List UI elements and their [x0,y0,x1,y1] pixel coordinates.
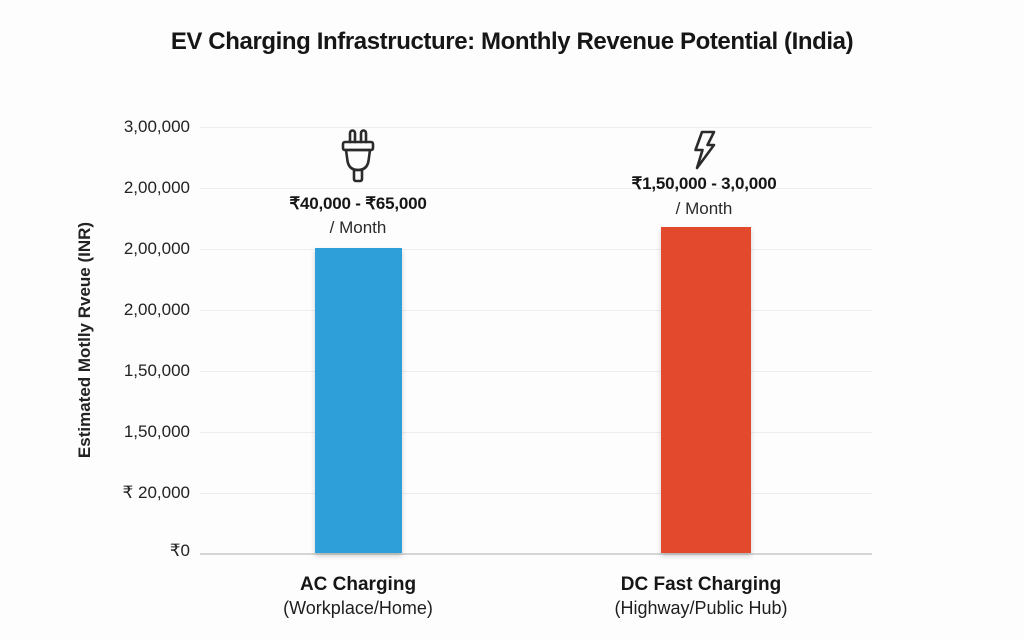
y-tick-label: 2,00,000 [123,178,190,197]
plug-icon [334,128,382,190]
gridline [200,249,872,250]
chart-title: EV Charging Infrastructure: Monthly Reve… [170,28,854,55]
gridline [200,371,872,372]
y-tick-label: ₹0 [169,541,190,560]
y-tick-label: 3,00,000 [123,117,190,136]
y-tick-label: 2,00,000 [123,300,190,319]
bar-value-label-ac: ₹40,000 - ₹65,000 [289,194,427,213]
category-sublabel-dc: (Highway/Public Hub) [614,598,788,618]
y-tick-label: ₹ 20,000 [122,483,190,502]
y-tick-label: 1,50,000 [123,422,190,441]
x-axis-baseline [200,553,872,555]
bar-period-label-dc: / Month [675,199,733,218]
y-tick-label: 1,50,000 [123,361,190,380]
bar-value-label-dc: ₹1,50,000 - 3,0,000 [631,174,777,193]
gridline [200,127,872,128]
gridline [200,493,872,494]
gridline [200,310,872,311]
gridline [200,432,872,433]
y-tick-label: 2,00,000 [123,239,190,258]
bar-ac-charging [315,248,402,553]
category-label-ac: AC Charging [299,574,417,595]
bar-dc-fast-charging [661,227,751,553]
category-label-dc: DC Fast Charging [620,574,782,595]
bar-period-label-ac: / Month [329,218,387,237]
bolt-icon [689,130,721,172]
category-sublabel-ac: (Workplace/Home) [283,598,433,618]
gridline [200,188,872,189]
